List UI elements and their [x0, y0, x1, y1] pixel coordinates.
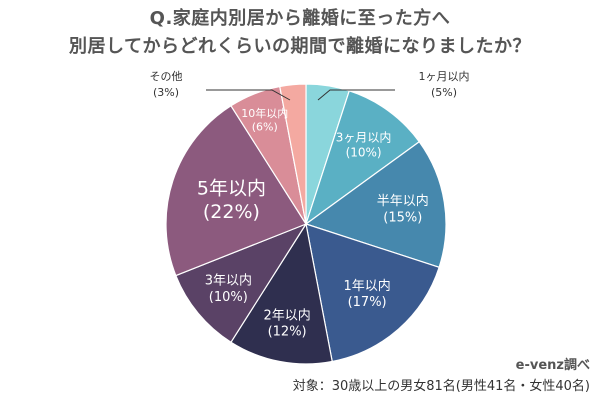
slice-label: 半年以内	[377, 193, 429, 209]
slice-percent-label: (22%)	[203, 201, 260, 223]
pie-slice	[175, 222, 308, 344]
chart-title-line-1: Q.家庭内別居から離婚に至った方へ	[149, 8, 451, 29]
pie-slice	[304, 90, 421, 226]
slice-percent-label: (5%)	[431, 86, 457, 99]
slice-label: 1年以内	[343, 278, 390, 294]
leader-line	[317, 89, 395, 101]
pie-slice	[165, 104, 307, 277]
slice-percent-label: (17%)	[348, 295, 387, 310]
slice-label: 5年以内	[197, 178, 266, 200]
survey-note: 対象：30歳以上の男女81名(男性41名・女性40名)	[292, 379, 590, 394]
slice-percent-label: (10%)	[346, 145, 382, 159]
chart-title-line-2: 別居してからどれくらいの期間で離婚になりましたか？	[69, 36, 531, 57]
slice-percent-label: (15%)	[383, 210, 422, 225]
leader-line	[206, 89, 291, 101]
slice-percent-label: (6%)	[252, 121, 278, 134]
slice-label: 3ヶ月以内	[336, 130, 392, 144]
slice-label: 2年以内	[263, 308, 310, 324]
slice-label: 3年以内	[205, 273, 252, 289]
source-label: e-venz調べ	[515, 358, 590, 373]
slice-percent-label: (3%)	[153, 86, 179, 99]
slice-label: 10年以内	[241, 106, 288, 120]
pie-slice	[230, 222, 333, 365]
pie-slice	[305, 223, 440, 363]
slice-percent-label: (12%)	[268, 325, 307, 340]
slice-label: その他	[150, 70, 183, 83]
slice-percent-label: (10%)	[209, 290, 248, 305]
pie-slice	[304, 140, 447, 269]
slice-label: 1ヶ月以内	[419, 69, 470, 83]
pie-slice	[279, 83, 307, 225]
